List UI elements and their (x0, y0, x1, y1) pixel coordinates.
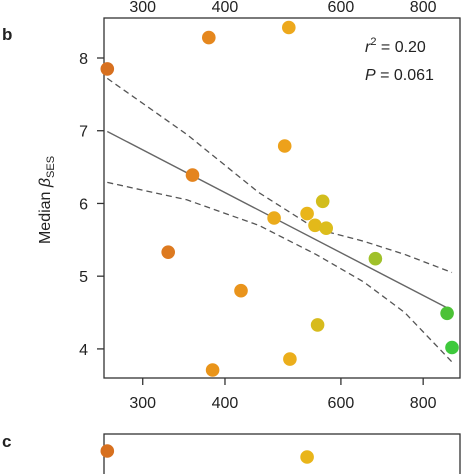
panel-letter-b: b (2, 25, 12, 44)
r2-annotation: r2 = 0.20 (365, 36, 426, 56)
y-axis-title-main: Median (37, 187, 54, 244)
x-tick-label-600: 600 (328, 395, 355, 412)
y-axis-title-sub: SES (45, 156, 57, 178)
r2-value: = 0.20 (376, 39, 425, 56)
data-point-14 (310, 318, 325, 332)
data-point-10 (319, 221, 334, 235)
data-point-2 (202, 30, 216, 45)
y-axis-title-beta: β (37, 178, 54, 188)
data-point-18 (445, 340, 459, 355)
y-tick-label-6: 6 (79, 196, 88, 213)
top-axis-tick-labels: 300 400 600 800 (129, 0, 436, 16)
data-point-1 (100, 62, 115, 76)
p-value: = 0.061 (376, 67, 434, 84)
p-annotation: P = 0.061 (365, 67, 434, 84)
y-tick-label-5: 5 (79, 269, 88, 286)
data-point-3 (282, 20, 296, 35)
top-tick-label-400: 400 (212, 0, 239, 16)
data-point-12 (234, 283, 248, 298)
p-symbol: P (365, 67, 376, 84)
data-point-4 (185, 168, 200, 182)
y-tick-label-4: 4 (79, 342, 88, 359)
top-tick-label-600: 600 (328, 0, 355, 16)
panel-letter-c: c (2, 432, 11, 451)
panel-c-point-1 (100, 444, 115, 458)
data-point-7 (300, 206, 314, 221)
panel-b-frame (103, 17, 461, 379)
ci-upper-line (106, 77, 453, 274)
panel-b-points (100, 20, 459, 377)
top-tick-label-300: 300 (129, 0, 156, 16)
panel-c-points (100, 444, 314, 464)
r2-superscript: 2 (370, 36, 376, 48)
y-tick-label-8: 8 (79, 51, 88, 68)
data-point-15 (283, 352, 297, 366)
panel-b-ticks: 300 400 600 800 4 5 6 7 8 (79, 51, 437, 412)
data-point-13 (368, 251, 383, 266)
ci-lower-line (107, 181, 453, 363)
y-tick-label-7: 7 (79, 124, 88, 141)
panel-c-frame (103, 433, 461, 474)
top-tick-label-800: 800 (410, 0, 437, 16)
data-point-17 (440, 306, 454, 321)
data-point-8 (308, 218, 322, 233)
data-point-11 (161, 245, 175, 259)
panel-c-point-2 (300, 450, 314, 464)
r2-symbol: r (365, 39, 371, 56)
data-point-16 (205, 363, 220, 377)
y-axis-title: Median βSES (37, 156, 57, 244)
x-tick-label-300: 300 (129, 395, 156, 412)
data-point-5 (277, 139, 292, 153)
data-point-6 (267, 211, 281, 225)
x-tick-label-400: 400 (212, 395, 239, 412)
x-tick-label-800: 800 (410, 395, 437, 412)
data-point-9 (315, 194, 330, 209)
